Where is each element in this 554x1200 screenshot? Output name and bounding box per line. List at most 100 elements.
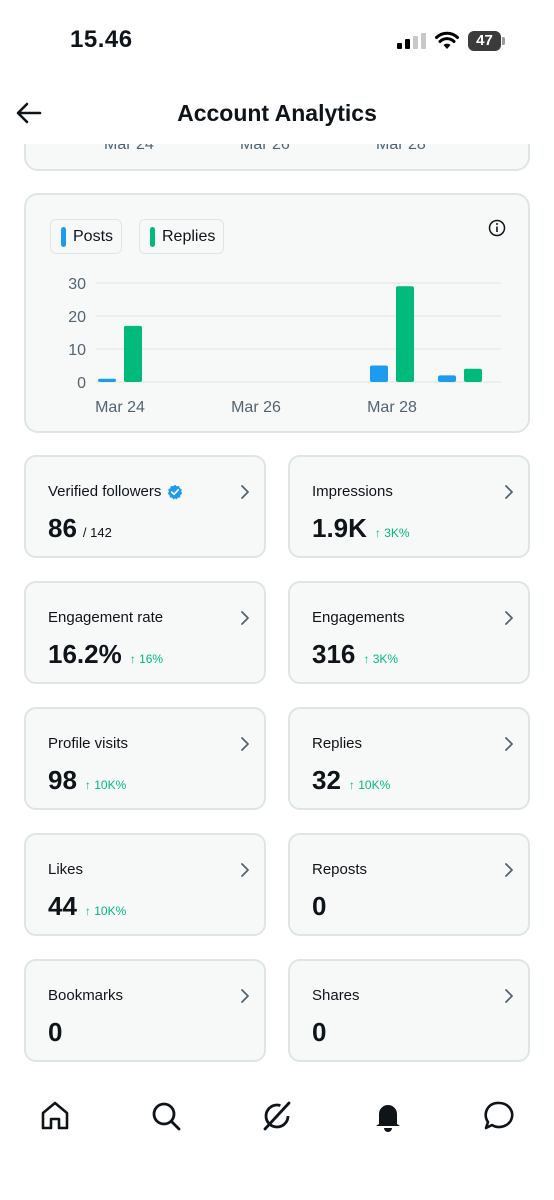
stat-value-number: 316 xyxy=(312,639,356,669)
stat-label-text: Engagement rate xyxy=(48,609,164,626)
stat-change: ↑ 3K% xyxy=(363,652,399,666)
stat-label: Bookmarks xyxy=(48,987,123,1004)
replies-bar[interactable] xyxy=(464,368,482,382)
chevron-right-icon xyxy=(241,863,249,877)
stat-value: 0 xyxy=(48,1017,62,1048)
stat-label-text: Shares xyxy=(312,987,360,1004)
nav-home[interactable] xyxy=(37,1098,73,1134)
back-button[interactable] xyxy=(14,98,44,128)
stat-card[interactable]: Shares 0 xyxy=(288,959,530,1062)
legend-replies[interactable]: Replies xyxy=(139,219,225,254)
stat-change: ↑ 10K% xyxy=(348,778,391,792)
stat-card[interactable]: Replies 32 ↑ 10K% xyxy=(288,707,530,810)
stat-change: ↑ 16% xyxy=(129,652,164,666)
status-time: 15.46 xyxy=(70,26,133,53)
stat-label: Replies xyxy=(312,735,362,752)
stat-value: 0 xyxy=(312,1017,326,1048)
y-tick-label: 30 xyxy=(68,276,86,293)
y-tick-label: 0 xyxy=(77,375,86,392)
stat-value-number: 44 xyxy=(48,891,77,921)
battery-level: 47 xyxy=(476,32,493,49)
legend-replies-label: Replies xyxy=(162,227,216,245)
chevron-right-icon xyxy=(505,737,513,751)
stat-value: 16.2% ↑ 16% xyxy=(48,639,163,670)
stat-value: 86 / 142 xyxy=(48,513,112,544)
stat-label: Engagements xyxy=(312,609,405,626)
posts-swatch xyxy=(61,226,66,247)
legend-posts-label: Posts xyxy=(73,227,114,245)
home-icon xyxy=(41,1101,69,1130)
stat-change: ↑ 10K% xyxy=(84,778,127,792)
stat-value: 32 ↑ 10K% xyxy=(312,765,390,796)
battery-icon: 47 xyxy=(468,31,505,51)
wifi-icon xyxy=(435,31,459,49)
stat-label: Shares xyxy=(312,987,360,1004)
stat-card[interactable]: Engagements 316 ↑ 3K% xyxy=(288,581,530,684)
stat-label-text: Likes xyxy=(48,861,84,878)
stat-label: Engagement rate xyxy=(48,609,163,626)
posts-replies-chart-card: Posts Replies 30 20 10 0 Mar 24 Mar 26 Mar 28 xyxy=(24,193,530,433)
stat-label: Profile visits xyxy=(48,735,128,752)
stat-card[interactable]: Verified followers 86 / 142 xyxy=(24,455,266,558)
nav-search[interactable] xyxy=(148,1098,184,1134)
messages-icon xyxy=(484,1101,514,1130)
stat-card[interactable]: Bookmarks 0 xyxy=(24,959,266,1062)
stat-value-number: 98 xyxy=(48,765,77,795)
chevron-right-icon xyxy=(241,737,249,751)
chevron-right-icon xyxy=(505,611,513,625)
stat-value: 0 xyxy=(312,891,326,922)
nav-messages[interactable] xyxy=(481,1098,517,1134)
stat-label-text: Replies xyxy=(312,735,363,752)
posts-bar[interactable] xyxy=(438,375,456,382)
nav-grok[interactable] xyxy=(259,1098,295,1134)
chevron-right-icon xyxy=(241,611,249,625)
stat-label: Impressions xyxy=(312,483,393,500)
x-tick-label: Mar 24 xyxy=(95,399,145,416)
posts-bar[interactable] xyxy=(98,378,116,382)
stat-value: 1.9K ↑ 3K% xyxy=(312,513,410,544)
stat-card[interactable]: Reposts 0 xyxy=(288,833,530,936)
stat-total: / 142 xyxy=(82,525,112,540)
cellular-signal-icon xyxy=(397,33,426,49)
legend-posts[interactable]: Posts xyxy=(50,219,123,254)
x-tick-label: Mar 28 xyxy=(367,399,417,416)
stat-label-text: Profile visits xyxy=(48,735,129,752)
nav-notifications[interactable] xyxy=(370,1098,406,1134)
stat-label: Likes xyxy=(48,861,83,878)
posts-bar[interactable] xyxy=(370,365,388,383)
stat-value-number: 32 xyxy=(312,765,341,795)
stat-label: Reposts xyxy=(312,861,367,878)
back-arrow-icon xyxy=(16,102,42,124)
stat-value: 44 ↑ 10K% xyxy=(48,891,126,922)
header: Account Analytics xyxy=(0,84,554,144)
stat-label: Verified followers xyxy=(48,483,183,500)
stat-card[interactable]: Engagement rate 16.2% ↑ 16% xyxy=(24,581,266,684)
chevron-right-icon xyxy=(505,989,513,1003)
replies-bar[interactable] xyxy=(124,325,142,382)
stat-card[interactable]: Profile visits 98 ↑ 10K% xyxy=(24,707,266,810)
bottom-nav xyxy=(0,1080,554,1160)
stat-value-number: 0 xyxy=(48,1017,63,1047)
stat-card[interactable]: Likes 44 ↑ 10K% xyxy=(24,833,266,936)
notifications-bell-icon xyxy=(376,1105,400,1132)
stat-label-text: Verified followers xyxy=(48,483,162,500)
stat-change: ↑ 10K% xyxy=(84,904,127,918)
stat-value-number: 86 xyxy=(48,513,77,543)
chevron-right-icon xyxy=(241,989,249,1003)
stat-label-text: Reposts xyxy=(312,861,368,878)
y-tick-label: 20 xyxy=(68,309,86,326)
info-icon[interactable] xyxy=(488,219,506,237)
search-icon xyxy=(152,1102,181,1131)
chevron-right-icon xyxy=(505,863,513,877)
replies-swatch xyxy=(150,226,155,247)
bar-chart: 30 20 10 0 Mar 24 Mar 26 Mar 28 xyxy=(68,276,501,416)
stat-label-text: Bookmarks xyxy=(48,987,124,1004)
replies-bar[interactable] xyxy=(396,286,414,382)
verified-badge-icon xyxy=(168,484,183,499)
stat-value-number: 1.9K xyxy=(312,513,367,543)
stat-label-text: Impressions xyxy=(312,483,393,500)
stat-value-number: 0 xyxy=(312,891,327,921)
stat-card[interactable]: Impressions 1.9K ↑ 3K% xyxy=(288,455,530,558)
x-tick-label: Mar 26 xyxy=(231,399,281,416)
y-tick-label: 10 xyxy=(68,342,86,359)
